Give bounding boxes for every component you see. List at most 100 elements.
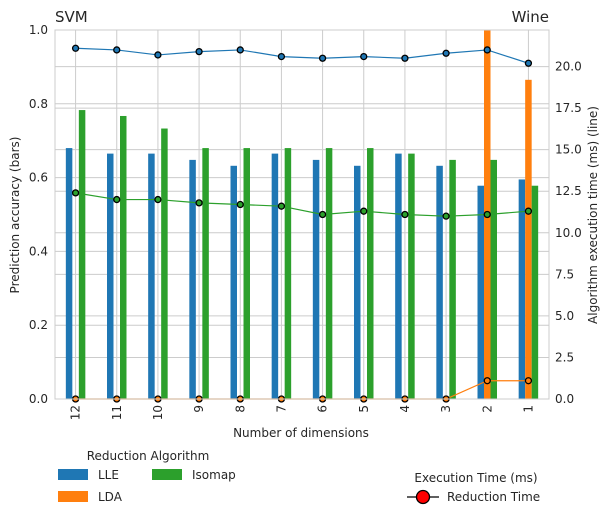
bar-isomap-6 <box>325 148 333 399</box>
y2-tick-label-2: 5.0 <box>555 309 574 323</box>
point-lle-11 <box>113 46 121 54</box>
axes: 0.00.20.40.60.81.00.02.55.07.510.012.515… <box>29 23 582 420</box>
y2-tick-label-5: 12.5 <box>555 184 582 198</box>
chart-title-right: Wine <box>512 8 549 26</box>
point-lle-3 <box>442 49 450 57</box>
y-tick-label-0: 0.0 <box>29 392 48 406</box>
x-tick-label-1: 11 <box>110 405 124 420</box>
legend-label-lda: LDA <box>98 490 123 504</box>
line-lda <box>75 380 529 400</box>
time-lines <box>71 44 533 403</box>
bar-isomap-9 <box>202 148 209 399</box>
x-tick-label-3: 9 <box>192 405 206 413</box>
x-tick-label-7: 5 <box>357 405 371 413</box>
bar-lle-1 <box>518 179 526 399</box>
bar-lle-2 <box>477 185 484 399</box>
point-lle-8 <box>236 46 244 54</box>
point-lle-7 <box>277 52 286 61</box>
point-isomap-12 <box>71 189 80 197</box>
bar-lle-8 <box>230 165 237 399</box>
point-lle-4 <box>401 54 409 62</box>
legend-swatch-lle <box>58 469 88 480</box>
y2-tick-label-3: 7.5 <box>555 267 574 281</box>
y-tick-label-3: 0.6 <box>29 171 48 185</box>
bar-isomap-4 <box>408 153 415 399</box>
bar-isomap-1 <box>531 185 539 399</box>
point-isomap-2 <box>483 210 491 219</box>
bar-isomap-3 <box>449 159 456 399</box>
bar-isomap-5 <box>367 148 374 399</box>
plot-frame <box>54 29 550 400</box>
x-tick-label-0: 12 <box>69 405 83 420</box>
point-lle-5 <box>360 52 368 61</box>
legend-label-lle: LLE <box>98 468 119 482</box>
bar-lle-11 <box>107 153 114 399</box>
y-tick-label-1: 0.2 <box>29 318 48 332</box>
bar-lle-5 <box>354 165 361 399</box>
x-tick-label-8: 4 <box>398 405 412 413</box>
y-tick-label-4: 0.8 <box>29 97 48 111</box>
bar-lda-1 <box>525 79 532 399</box>
legend-algorithms: Reduction Algorithm LLE LDA Isomap <box>58 449 236 504</box>
bar-lle-10 <box>148 153 155 399</box>
bar-lle-4 <box>395 153 402 399</box>
x-tick-label-6: 6 <box>316 405 330 413</box>
point-lle-9 <box>195 47 203 56</box>
line-lle <box>75 47 529 64</box>
legend-swatch-lda <box>58 491 88 502</box>
y2-axis-label: Algorithm execution time (ms) (line) <box>586 106 600 324</box>
point-isomap-6 <box>318 210 327 219</box>
point-lda-2 <box>483 377 491 385</box>
bar-isomap-12 <box>78 110 86 399</box>
point-lle-2 <box>483 46 491 54</box>
line-isomap <box>75 192 529 217</box>
bar-isomap-7 <box>284 148 292 399</box>
y-axis-label: Prediction accuracy (bars) <box>8 137 22 294</box>
bar-isomap-2 <box>490 159 497 399</box>
point-isomap-1 <box>524 207 533 215</box>
point-lle-12 <box>71 44 80 52</box>
bar-isomap-10 <box>161 128 168 399</box>
point-lle-6 <box>318 54 327 62</box>
bar-lle-12 <box>65 148 73 399</box>
x-tick-label-9: 3 <box>439 405 453 413</box>
x-tick-label-11: 1 <box>521 405 535 413</box>
legend-algorithms-title: Reduction Algorithm <box>87 449 210 463</box>
legend-label-isomap: Isomap <box>192 468 236 482</box>
y2-tick-label-8: 20.0 <box>555 60 582 74</box>
point-isomap-5 <box>360 207 368 215</box>
legend-swatch-isomap <box>152 469 182 480</box>
point-isomap-3 <box>442 212 450 220</box>
y-tick-label-5: 1.0 <box>29 23 48 37</box>
y2-tick-label-4: 10.0 <box>555 226 582 240</box>
bar-lle-7 <box>271 153 279 399</box>
y2-tick-label-0: 0.0 <box>555 392 574 406</box>
legend-time: Execution Time (ms) Reduction Time <box>407 471 540 505</box>
point-isomap-4 <box>401 210 409 219</box>
point-isomap-11 <box>113 195 121 204</box>
bar-lle-9 <box>189 159 196 399</box>
x-tick-label-4: 8 <box>233 405 247 413</box>
y-tick-label-2: 0.4 <box>29 244 48 258</box>
point-lle-10 <box>154 51 162 59</box>
x-tick-label-10: 2 <box>480 405 494 413</box>
bar-isomap-11 <box>120 115 127 400</box>
point-isomap-8 <box>236 200 244 209</box>
y2-tick-label-6: 15.0 <box>555 143 582 157</box>
x-axis-label: Number of dimensions <box>233 426 369 440</box>
y2-tick-label-1: 2.5 <box>555 350 574 364</box>
bars <box>65 30 539 400</box>
bar-lle-3 <box>436 165 443 399</box>
point-isomap-9 <box>195 199 203 207</box>
point-isomap-7 <box>277 202 286 210</box>
point-lle-1 <box>524 59 533 67</box>
x-tick-label-5: 7 <box>274 405 288 413</box>
legend-time-label: Reduction Time <box>447 490 540 504</box>
legend-time-title: Execution Time (ms) <box>414 471 537 485</box>
x-tick-label-2: 10 <box>151 405 165 420</box>
bar-lle-6 <box>312 159 320 399</box>
point-lda-1 <box>524 377 533 385</box>
point-isomap-10 <box>154 195 162 204</box>
legend-time-marker <box>415 489 431 505</box>
